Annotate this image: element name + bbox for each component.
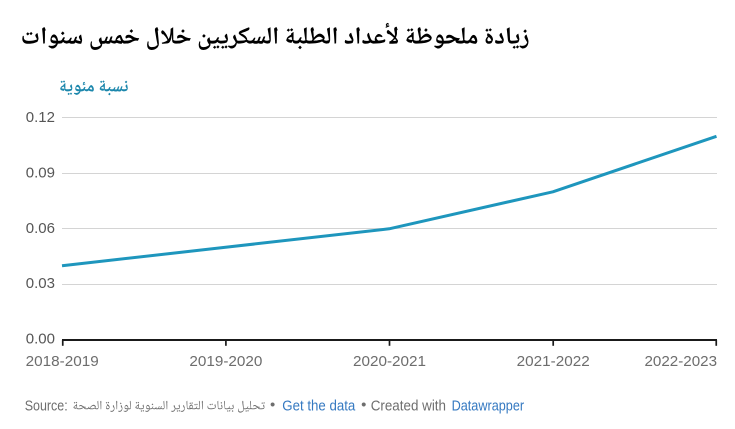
svg-text:2018-2019: 2018-2019 xyxy=(26,353,99,370)
svg-text:2019-2020: 2019-2020 xyxy=(189,353,262,370)
svg-text:0.03: 0.03 xyxy=(26,275,55,292)
svg-text:2022-2023: 2022-2023 xyxy=(645,353,718,370)
svg-text:•: • xyxy=(361,397,366,414)
svg-text:2020-2021: 2020-2021 xyxy=(353,353,426,370)
svg-text:2021-2022: 2021-2022 xyxy=(517,353,590,370)
svg-text:•: • xyxy=(270,397,275,414)
svg-text:Get the data: Get the data xyxy=(282,398,356,415)
svg-text:Datawrapper: Datawrapper xyxy=(452,398,524,415)
svg-text:0.06: 0.06 xyxy=(26,220,55,237)
svg-text:0.12: 0.12 xyxy=(26,109,55,126)
svg-text:0.09: 0.09 xyxy=(26,164,55,181)
svg-text:Source:: Source: xyxy=(25,398,68,415)
svg-text:Created with: Created with xyxy=(371,398,446,415)
svg-text:0.00: 0.00 xyxy=(26,331,55,348)
